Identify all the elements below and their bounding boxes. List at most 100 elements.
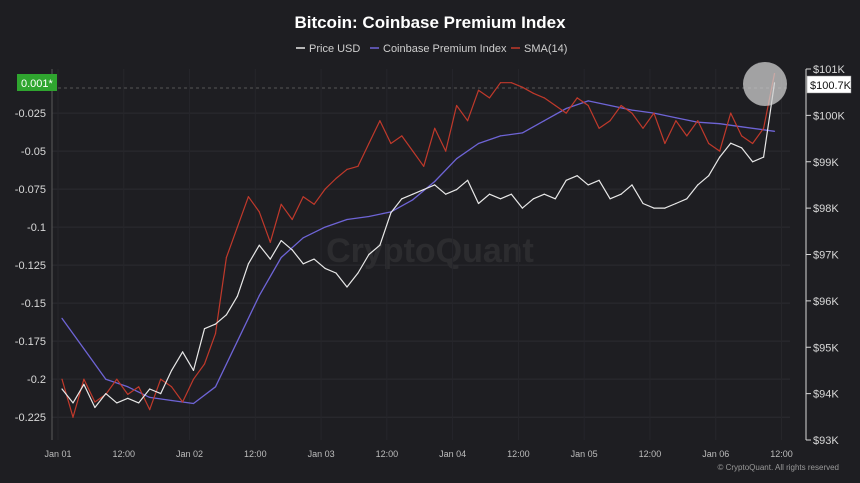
sma-point [609,120,611,122]
premium-index-point [324,226,326,228]
sma-point [521,86,524,88]
price-point [127,397,129,399]
sma-point [149,409,151,411]
chart-title: Bitcoin: Coinbase Premium Index [294,13,566,32]
price-point [357,272,359,274]
sma-point [236,226,238,228]
premium-index-point [434,180,436,183]
sma-point [258,211,260,213]
premium-index-point [587,100,589,102]
x-tick-label: Jan 05 [571,449,598,459]
sma-point [620,104,622,107]
x-tick-label: Jan 01 [44,449,71,459]
sma-point [160,378,162,380]
sma-point [631,112,633,114]
price-point [182,351,184,353]
price-point [192,369,195,371]
premium-index-point [499,135,502,137]
left-tick-label: -0.225 [15,412,46,424]
price-point [280,240,282,242]
left-tick-label: -0.175 [15,336,46,348]
sma-point [368,142,370,145]
sma-point [763,127,765,129]
price-point [488,193,491,195]
sma-point [499,82,502,84]
sma-point [686,135,688,137]
premium-index-point [543,120,545,122]
sma-point [324,188,326,190]
price-point [346,286,348,288]
price-point [445,193,447,195]
sma-point [390,142,392,145]
price-point [269,258,271,260]
premium-index-point [741,126,743,128]
price-point [664,207,666,209]
price-point [214,323,217,325]
price-point [423,189,425,191]
right-tick-label: $93K [813,435,839,447]
highlight-circle [743,62,787,106]
premium-index-point [412,199,414,201]
sma-point [730,112,732,114]
price-point [412,193,414,195]
sma-point [203,363,206,365]
price-point [401,198,403,200]
sma-point [61,378,63,380]
sma-point [412,150,414,152]
sma-point [247,196,249,198]
sma-point [445,150,447,152]
premium-index-point [302,237,304,239]
x-tick-label: 12:00 [376,449,399,459]
sma-line [61,73,776,418]
right-tick-label: $101K [813,64,845,76]
sma-point [456,104,458,107]
sma-point [653,112,655,114]
premium-badge-label: 0.001* [21,78,54,90]
x-tick-label: Jan 02 [176,449,203,459]
sma-point [477,89,480,91]
left-tick-label: -0.075 [15,184,46,196]
sma-point [335,177,337,180]
premium-index-point [521,132,524,134]
x-tick-label: Jan 06 [702,449,729,459]
premium-index-point [368,215,370,218]
price-point [752,161,754,163]
right-tick-label: $100K [813,110,845,122]
price-point [576,175,578,177]
sma-point [697,120,699,122]
price-point [620,193,622,195]
sma-point [182,401,184,403]
price-point [554,198,556,200]
sma-point [642,127,644,129]
price-point [236,295,238,297]
legend: Price USD Coinbase Premium Index SMA(14) [296,43,567,55]
sma-point [94,401,96,403]
sma-point [192,378,195,380]
sma-point [138,386,140,388]
price-point [609,198,611,200]
premium-index-point [127,386,129,388]
sma-point [225,256,227,259]
price-point [138,402,140,404]
right-tick-label: $98K [813,203,839,215]
price-point [697,184,699,186]
sma-point [313,203,315,205]
sma-point [587,104,589,107]
premium-index-point [105,378,107,380]
premium-index-point [631,109,633,111]
price-point [313,258,315,260]
price-badge-label: $100.7K [810,80,852,92]
price-line [61,82,776,409]
price-point [587,184,589,186]
price-point [510,193,512,195]
price-point [171,369,173,371]
sma-point [401,135,403,137]
price-point [434,184,436,186]
premium-index-point [61,317,63,319]
x-tick-label: 12:00 [507,449,530,459]
price-point [72,402,74,404]
sma-point [72,416,74,418]
premium-index-point [236,340,238,342]
series-layer [61,73,776,418]
